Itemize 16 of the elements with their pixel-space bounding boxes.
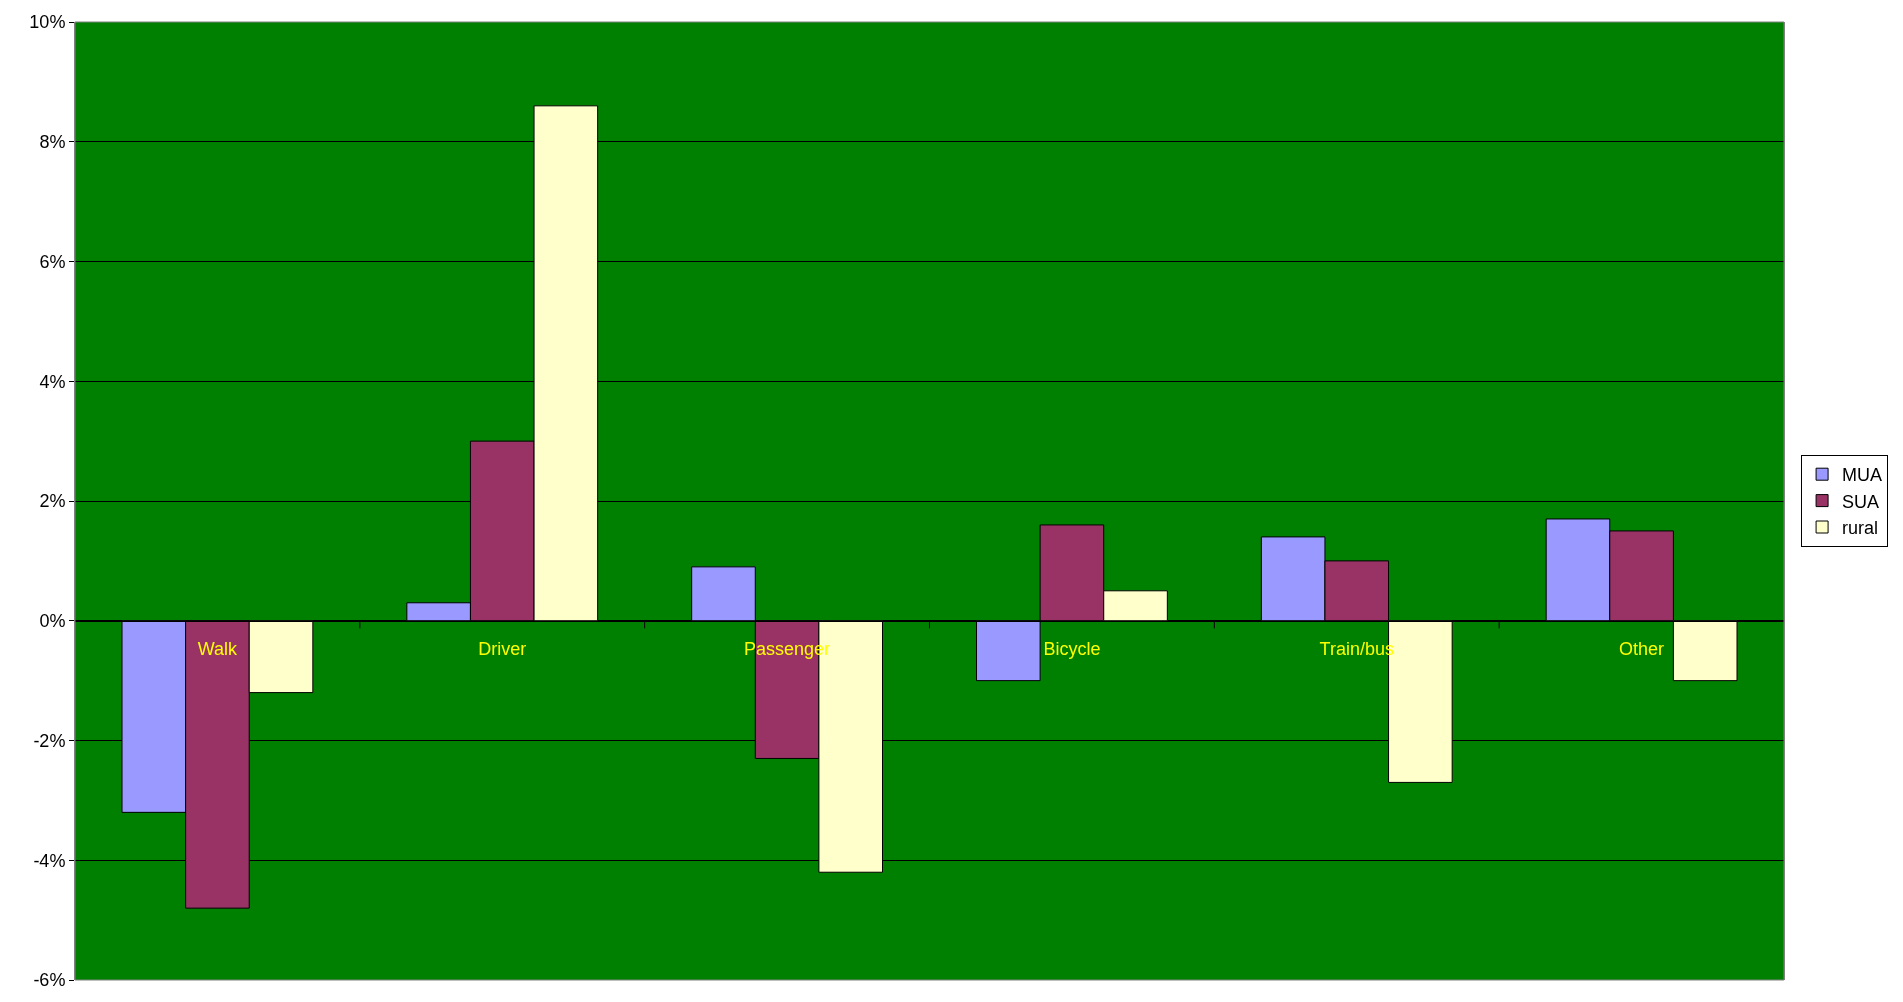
legend-label: rural [1842, 518, 1879, 539]
x-tick-label: Walk [197, 639, 239, 660]
y-tick-label: 8% [39, 132, 66, 153]
y-tick-label: 2% [39, 491, 66, 512]
y-tick-label: 10% [29, 12, 66, 33]
y-tick-label: -6% [33, 970, 66, 991]
x-tick-label: Bicycle [1043, 639, 1101, 660]
x-tick-label: Driver [478, 639, 527, 660]
y-tick-label: -4% [33, 850, 66, 871]
y-tick-label: -2% [33, 730, 66, 751]
y-tick-label: 4% [39, 371, 66, 392]
legend-label: SUA [1842, 491, 1880, 512]
legend-label: MUA [1842, 465, 1883, 486]
y-tick-label: 0% [39, 611, 66, 632]
x-tick-label: Other [1619, 639, 1665, 660]
y-tick-label: 6% [39, 251, 66, 272]
